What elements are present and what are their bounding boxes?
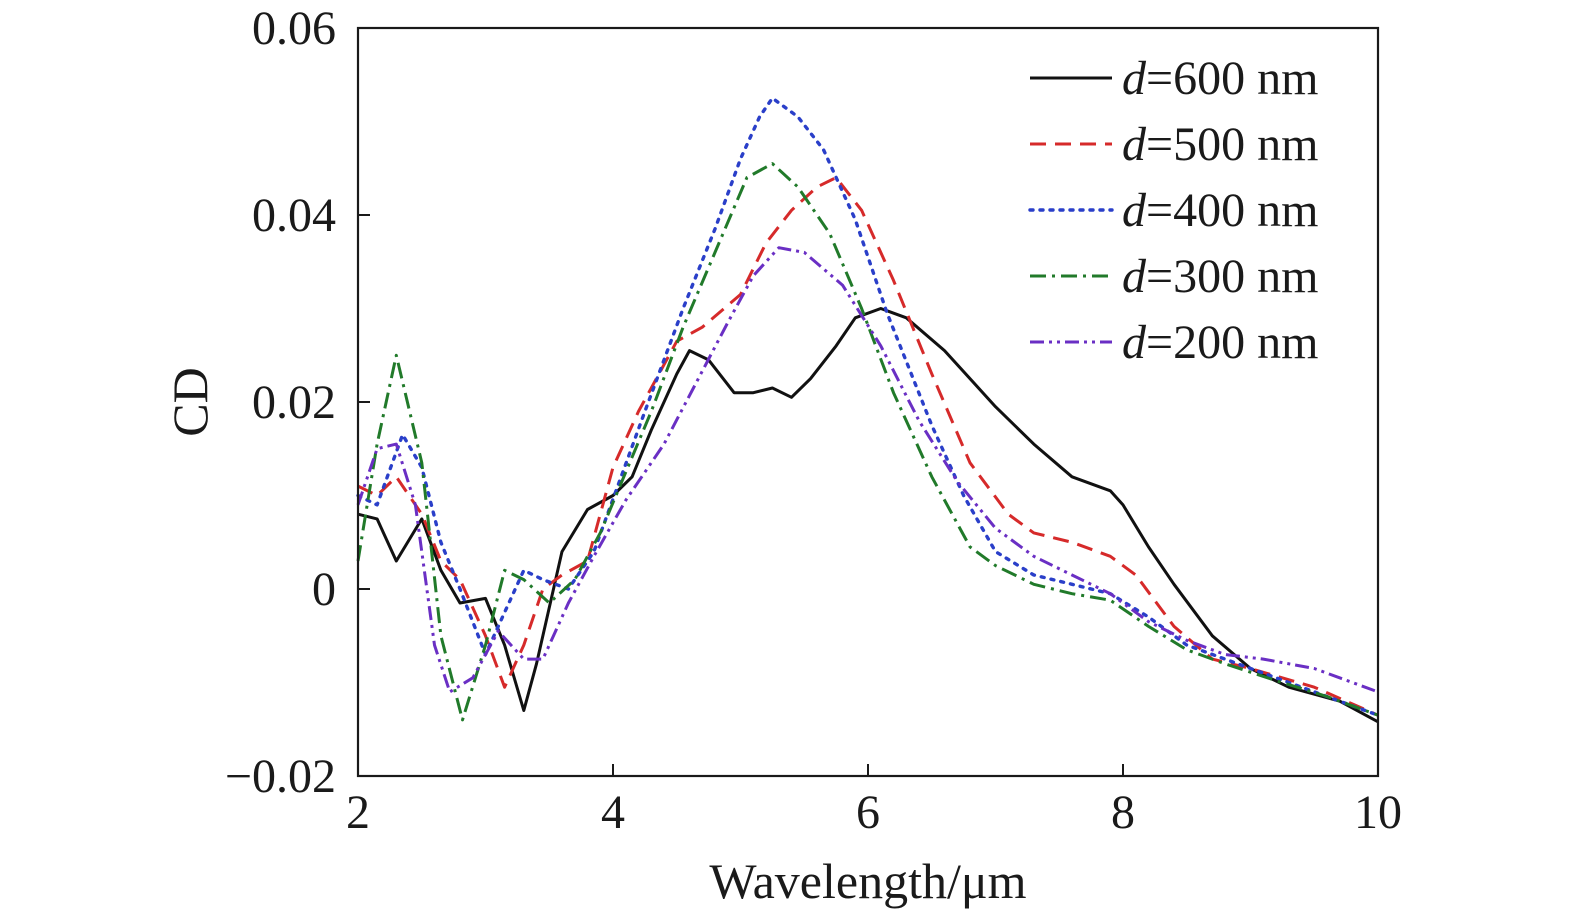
series-line-200nm	[356, 246, 1379, 694]
y-tick-label: 0.04	[252, 189, 336, 242]
legend-label-variable: d	[1122, 118, 1147, 171]
x-tick-label: 8	[1111, 786, 1135, 839]
legend-label-value: =300 nm	[1146, 250, 1318, 303]
legend-label-value: =500 nm	[1146, 118, 1318, 171]
series-line-300nm	[356, 162, 1379, 722]
x-tick-label: 6	[856, 786, 880, 839]
y-tick-label: 0.02	[252, 376, 336, 429]
legend-label-variable: d	[1122, 250, 1147, 303]
legend-label-value: =400 nm	[1146, 184, 1318, 237]
y-tick-label: 0.06	[252, 2, 336, 55]
legend-label-variable: d	[1122, 184, 1147, 237]
y-tick-label: 0	[312, 563, 336, 616]
y-tick-label: −0.02	[225, 750, 336, 803]
legend: d=600 nmd=500 nmd=400 nmd=300 nmd=200 nm	[1028, 52, 1318, 369]
legend-label-value: =200 nm	[1146, 316, 1318, 369]
ticks-layer: 2 4 6 8 10 −0.02 0 0.02 0.04 0.06	[225, 2, 1402, 839]
legend-label-variable: d	[1122, 316, 1147, 369]
y-axis-label: CD	[162, 367, 218, 436]
legend-label-variable: d	[1122, 52, 1147, 105]
x-tick-label: 2	[346, 786, 370, 839]
series-line-500nm	[357, 176, 1379, 717]
series-line-400nm	[356, 96, 1380, 717]
legend-label: d=200 nm	[1122, 316, 1318, 369]
legend-label: d=300 nm	[1122, 250, 1318, 303]
series-line-600nm	[357, 307, 1379, 724]
legend-label: d=400 nm	[1122, 184, 1318, 237]
x-tick-label: 10	[1354, 786, 1402, 839]
x-axis-label: Wavelength/μm	[709, 853, 1026, 909]
legend-label: d=500 nm	[1122, 118, 1318, 171]
legend-label-value: =600 nm	[1146, 52, 1318, 105]
x-tick-label: 4	[601, 786, 625, 839]
series-layer	[356, 96, 1380, 724]
legend-label: d=600 nm	[1122, 52, 1318, 105]
